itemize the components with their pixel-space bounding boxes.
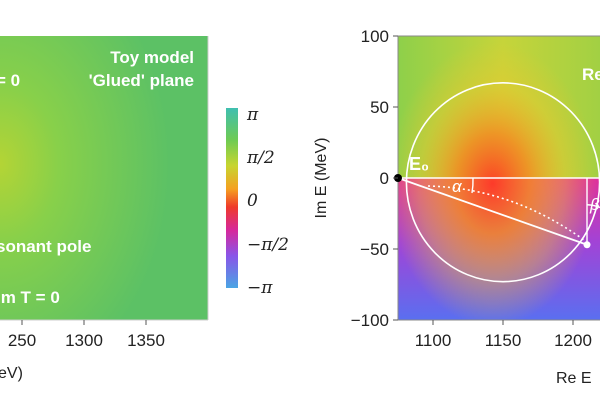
left-annotation-im-t-zero: Im T = 0 <box>0 288 60 307</box>
left-x-tick-label: 250 <box>8 331 36 350</box>
right-y-tick-label: 100 <box>361 27 389 46</box>
colorbar-gradient <box>226 108 238 288</box>
colorbar-tick-neg-pi-half: −π/2 <box>247 235 289 255</box>
right-y-axis-label: Im E (MeV) <box>313 138 330 219</box>
left-annotation-resonant-pole: sonant pole <box>0 237 91 256</box>
right-x-tick-label: 1100 <box>415 331 452 350</box>
left-panel: Toy model 'Glued' plane = 0 sonant pole … <box>0 36 209 382</box>
right-panel: Im E (MeV) α β Re E₀ 1100 1150 1200 100 50 0… <box>313 27 600 387</box>
right-geometry-overlay <box>394 82 600 283</box>
right-x-tick-label: 1200 <box>554 331 592 350</box>
right-y-tick-label: 0 <box>380 169 389 188</box>
colorbar-tick-pi: π <box>246 105 259 125</box>
left-x-axis-label: eV) <box>0 365 23 382</box>
right-y-ticks: 100 50 0 −50 −100 <box>351 27 398 330</box>
right-pole-line <box>397 177 588 246</box>
colorbar: π π/2 0 −π/2 −π <box>226 105 289 298</box>
right-x-tick-label: 1150 <box>485 331 522 350</box>
right-x-ticks: 1100 1150 1200 <box>415 320 592 350</box>
left-x-tick-label: 1300 <box>65 331 103 350</box>
left-x-tick-label: 1350 <box>127 331 165 350</box>
right-y-tick-label: −50 <box>360 240 389 259</box>
right-angle-beta-arc <box>586 204 600 209</box>
right-x-axis-label: Re E <box>556 370 592 387</box>
left-annotation-eq-zero: = 0 <box>0 71 20 90</box>
left-plot-area <box>0 36 208 320</box>
left-annotation-glued-plane: 'Glued' plane <box>89 71 194 90</box>
right-angle-alpha-arc <box>471 177 474 194</box>
right-annotation-re: Re <box>582 65 600 84</box>
left-x-ticks: 250 1300 1350 <box>8 320 165 350</box>
right-annotation-alpha: α <box>452 177 463 196</box>
right-annotation-e0: E₀ <box>409 154 429 174</box>
right-annotation-beta: β <box>589 195 600 214</box>
colorbar-tick-neg-pi: −π <box>247 278 273 298</box>
right-y-tick-label: 50 <box>370 98 389 117</box>
left-annotation-toy-model: Toy model <box>110 48 194 67</box>
colorbar-tick-pi-half: π/2 <box>246 148 275 168</box>
right-y-tick-label: −100 <box>351 311 389 330</box>
right-point-pole <box>583 241 591 249</box>
colorbar-tick-zero: 0 <box>247 191 258 211</box>
